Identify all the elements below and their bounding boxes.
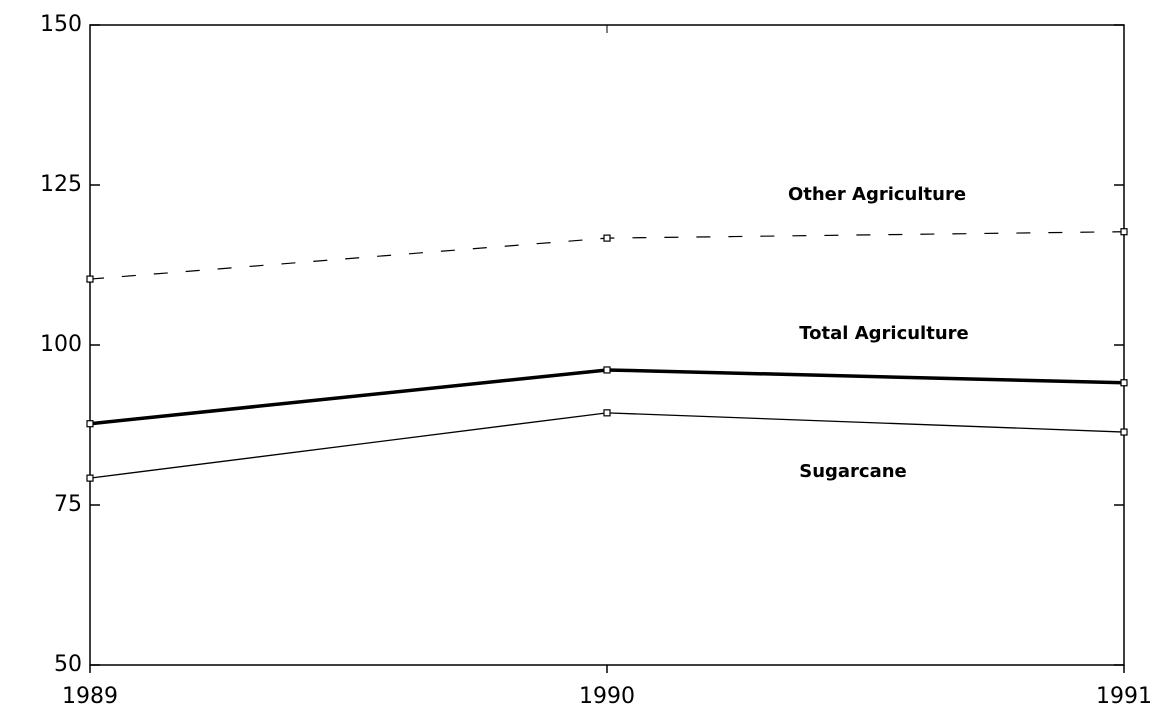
point-marker — [603, 234, 611, 242]
x-tick-label: 1991 — [1096, 684, 1152, 709]
point-marker — [1120, 428, 1128, 436]
series-line — [89, 412, 1125, 479]
y-tick-label: 75 — [54, 492, 82, 517]
series-label: Sugarcane — [799, 461, 907, 482]
point-marker — [603, 409, 611, 417]
point-marker — [603, 366, 611, 374]
point-marker — [86, 275, 94, 283]
x-tick-label: 1989 — [62, 684, 118, 709]
point-marker — [1120, 228, 1128, 236]
y-tick-label: 150 — [40, 12, 82, 37]
plot-frame — [89, 24, 1125, 666]
x-tick-label: 1990 — [579, 684, 635, 709]
point-marker — [86, 474, 94, 482]
point-marker — [86, 420, 94, 428]
point-marker — [1120, 379, 1128, 387]
series-label: Total Agriculture — [799, 323, 968, 344]
y-tick-label: 50 — [54, 652, 82, 677]
y-tick-label: 100 — [40, 332, 82, 357]
y-tick-label: 125 — [40, 172, 82, 197]
series-label: Other Agriculture — [788, 184, 966, 205]
